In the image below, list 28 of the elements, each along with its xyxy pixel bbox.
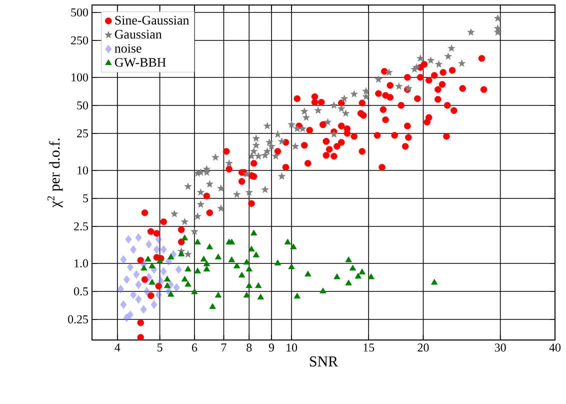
x-tick-label: 8 <box>246 344 252 352</box>
x-tick-label: 4 <box>114 344 120 352</box>
x-axis-title: SNR <box>310 356 338 366</box>
x-tick-label: 15 <box>364 344 374 352</box>
y-tick-label: 100 <box>72 73 88 82</box>
y-tick-label: 10 <box>78 166 88 174</box>
y-tick-label: 500 <box>71 8 88 16</box>
y-tick-label: 250 <box>71 36 88 44</box>
y-tick-label: 25 <box>77 129 88 138</box>
y-tick-label: 5 <box>83 194 88 202</box>
x-tick-label: 10 <box>286 344 298 352</box>
legend-label: GW-BBH <box>114 58 166 67</box>
legend-label: Sine-Gaussian <box>115 16 190 25</box>
legend-label: Gaussian <box>114 30 162 39</box>
legend-label: noise <box>114 44 142 53</box>
x-tick-label: 20 <box>418 344 429 352</box>
y-axis-title: χ$^{2}$ per d.o.f. <box>47 138 63 208</box>
x-tick-label: 30 <box>494 344 506 352</box>
x-tick-label: 7 <box>222 344 226 352</box>
x-tick-label: 9 <box>268 344 274 352</box>
x-tick-label: 6 <box>192 344 198 352</box>
y-tick-label: 0.5 <box>74 287 88 296</box>
x-tick-label: 40 <box>549 344 561 352</box>
y-tick-label: 50 <box>77 101 88 110</box>
y-tick-label: 0.25 <box>68 315 88 324</box>
y-tick-label: 1.0 <box>74 259 88 268</box>
x-tick-label: 5 <box>158 344 162 352</box>
y-tick-label: 2.5 <box>74 222 88 230</box>
